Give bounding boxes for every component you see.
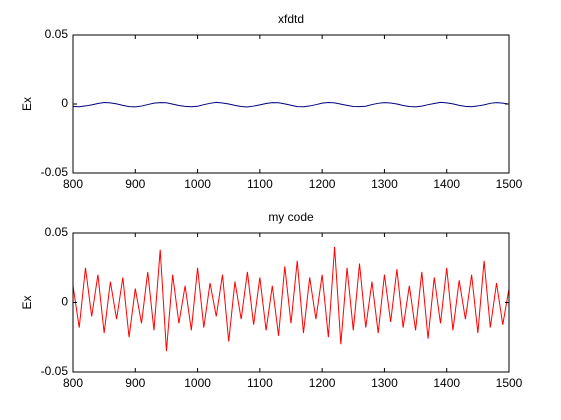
x-tick-label: 1400 bbox=[433, 177, 460, 191]
x-tick-label: 1200 bbox=[309, 177, 336, 191]
y-tick-label: 0.05 bbox=[45, 27, 69, 41]
y-tick-label: -0.05 bbox=[41, 165, 69, 179]
y-tick-label: -0.05 bbox=[41, 364, 69, 378]
x-tick-label: 1000 bbox=[184, 177, 211, 191]
y-axis-label: Ex bbox=[20, 295, 34, 309]
axes-background bbox=[73, 35, 509, 173]
x-tick-label: 1500 bbox=[496, 177, 523, 191]
data-line bbox=[72, 246, 510, 352]
x-tick-label: 800 bbox=[63, 177, 83, 191]
axes-background bbox=[73, 233, 509, 372]
x-tick-label: 800 bbox=[63, 376, 83, 390]
x-tick-label: 1500 bbox=[496, 376, 523, 390]
chart-title: my code bbox=[268, 210, 314, 224]
x-tick-label: 900 bbox=[125, 376, 145, 390]
x-tick-label: 1300 bbox=[371, 376, 398, 390]
x-tick-label: 1400 bbox=[433, 376, 460, 390]
x-tick-label: 1300 bbox=[371, 177, 398, 191]
x-tick-label: 1200 bbox=[309, 376, 336, 390]
data-line bbox=[72, 101, 510, 108]
y-tick-label: 0 bbox=[61, 295, 68, 309]
chart-title: xfdtd bbox=[278, 12, 304, 26]
y-tick-label: 0 bbox=[61, 96, 68, 110]
y-axis-label: Ex bbox=[20, 97, 34, 111]
x-tick-label: 1100 bbox=[247, 376, 273, 390]
x-tick-label: 900 bbox=[125, 177, 145, 191]
y-tick-label: 0.05 bbox=[45, 225, 69, 239]
x-tick-label: 1000 bbox=[184, 376, 211, 390]
x-tick-label: 1100 bbox=[247, 177, 273, 191]
